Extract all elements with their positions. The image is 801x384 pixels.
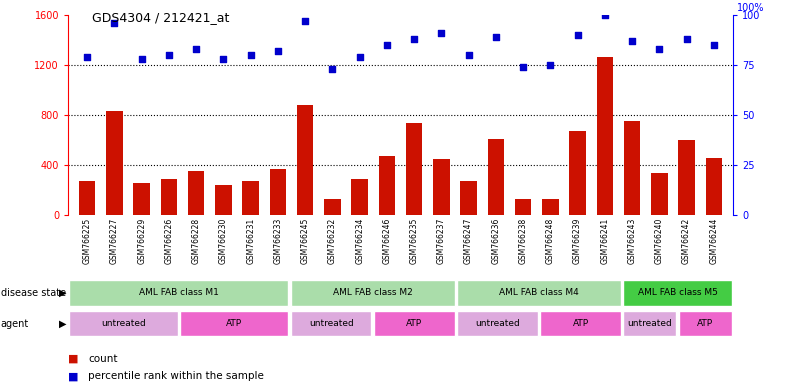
- Point: [326, 66, 339, 72]
- Bar: [624, 121, 640, 215]
- Bar: [406, 123, 422, 215]
- Text: untreated: untreated: [101, 319, 146, 328]
- Point: [380, 42, 393, 48]
- Text: 100%: 100%: [737, 3, 764, 13]
- Text: AML FAB class M2: AML FAB class M2: [333, 288, 413, 297]
- Bar: [651, 173, 667, 215]
- Bar: [461, 181, 477, 215]
- Bar: [324, 199, 340, 215]
- Bar: [188, 171, 204, 215]
- Point: [190, 46, 203, 52]
- Point: [462, 52, 475, 58]
- Text: untreated: untreated: [627, 319, 672, 328]
- Point: [299, 18, 312, 25]
- Point: [489, 34, 502, 40]
- Text: ■: ■: [68, 354, 78, 364]
- Text: agent: agent: [1, 318, 29, 329]
- Bar: [243, 181, 259, 215]
- Bar: [161, 179, 177, 215]
- Bar: [542, 199, 558, 215]
- Point: [707, 42, 720, 48]
- Text: ▶: ▶: [58, 318, 66, 329]
- Text: ATP: ATP: [573, 319, 589, 328]
- Text: percentile rank within the sample: percentile rank within the sample: [88, 371, 264, 381]
- Point: [680, 36, 693, 42]
- Point: [571, 32, 584, 38]
- Bar: [379, 156, 395, 215]
- Point: [517, 64, 529, 70]
- Text: ■: ■: [68, 371, 78, 381]
- Point: [435, 30, 448, 36]
- Bar: [541, 311, 621, 336]
- Bar: [706, 158, 722, 215]
- Bar: [678, 140, 694, 215]
- Point: [353, 54, 366, 60]
- Bar: [352, 179, 368, 215]
- Point: [244, 52, 257, 58]
- Text: AML FAB class M5: AML FAB class M5: [638, 288, 718, 297]
- Bar: [215, 185, 231, 215]
- Bar: [623, 280, 731, 306]
- Text: untreated: untreated: [475, 319, 520, 328]
- Bar: [70, 280, 288, 306]
- Bar: [107, 111, 123, 215]
- Text: AML FAB class M4: AML FAB class M4: [499, 288, 579, 297]
- Text: count: count: [88, 354, 118, 364]
- Bar: [623, 311, 676, 336]
- Point: [108, 20, 121, 26]
- Bar: [679, 311, 731, 336]
- Text: ATP: ATP: [406, 319, 422, 328]
- Text: ATP: ATP: [226, 319, 243, 328]
- Bar: [180, 311, 288, 336]
- Bar: [291, 311, 372, 336]
- Point: [544, 62, 557, 68]
- Bar: [597, 56, 613, 215]
- Point: [598, 12, 611, 18]
- Point: [217, 56, 230, 62]
- Text: ATP: ATP: [697, 319, 713, 328]
- Bar: [433, 159, 449, 215]
- Point: [408, 36, 421, 42]
- Bar: [70, 311, 178, 336]
- Text: disease state: disease state: [1, 288, 66, 298]
- Point: [163, 52, 175, 58]
- Bar: [570, 131, 586, 215]
- Bar: [79, 181, 95, 215]
- Bar: [488, 139, 504, 215]
- Point: [626, 38, 638, 45]
- Text: GDS4304 / 212421_at: GDS4304 / 212421_at: [92, 12, 230, 25]
- Point: [81, 54, 94, 60]
- Bar: [270, 169, 286, 215]
- Text: untreated: untreated: [309, 319, 353, 328]
- Text: ▶: ▶: [58, 288, 66, 298]
- Bar: [457, 280, 621, 306]
- Text: AML FAB class M1: AML FAB class M1: [139, 288, 219, 297]
- Bar: [291, 280, 454, 306]
- Point: [135, 56, 148, 62]
- Bar: [457, 311, 537, 336]
- Bar: [297, 105, 313, 215]
- Point: [653, 46, 666, 52]
- Bar: [515, 199, 531, 215]
- Point: [272, 48, 284, 55]
- Bar: [134, 183, 150, 215]
- Bar: [374, 311, 454, 336]
